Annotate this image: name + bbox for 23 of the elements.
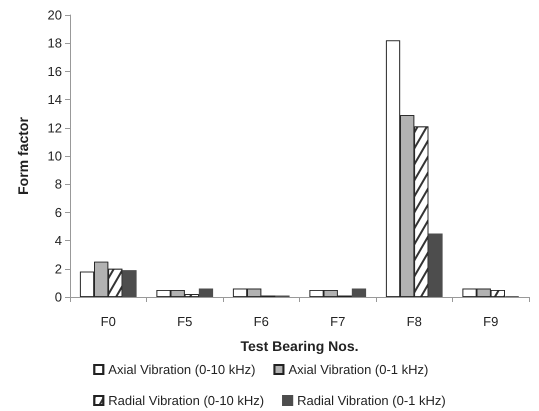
x-axis-title: Test Bearing Nos. — [240, 338, 358, 354]
legend-label: Radial Vibration (0-10 kHz) — [108, 393, 264, 408]
y-tick-label: 2 — [54, 261, 62, 276]
x-tick-label: F6 — [254, 314, 269, 329]
x-tick-label: F0 — [100, 314, 116, 329]
x-tick-label: F9 — [483, 314, 498, 329]
y-tick-label: 18 — [48, 36, 62, 51]
x-tick-label: F7 — [330, 314, 346, 329]
y-tick-label: 0 — [54, 290, 62, 304]
x-tick-label: F8 — [406, 314, 422, 329]
y-tick-label: 16 — [48, 64, 62, 79]
y-tick-label: 14 — [48, 92, 62, 108]
y-tick-label: 4 — [54, 233, 62, 248]
y-tick-label: 12 — [48, 120, 62, 136]
legend-label: Axial Vibration (0-10 kHz) — [108, 362, 256, 377]
y-tick-label: 10 — [48, 148, 62, 164]
y-axis-title: Form factor — [15, 116, 31, 195]
y-tick-label: 8 — [54, 176, 62, 192]
legend-label: Axial Vibration (0-1 kHz) — [288, 362, 428, 377]
legend-label: Radial Vibration (0-1 kHz) — [297, 393, 446, 408]
y-tick-label: 20 — [48, 8, 62, 22]
x-tick-label: F5 — [177, 314, 192, 329]
y-tick-label: 6 — [54, 204, 62, 220]
